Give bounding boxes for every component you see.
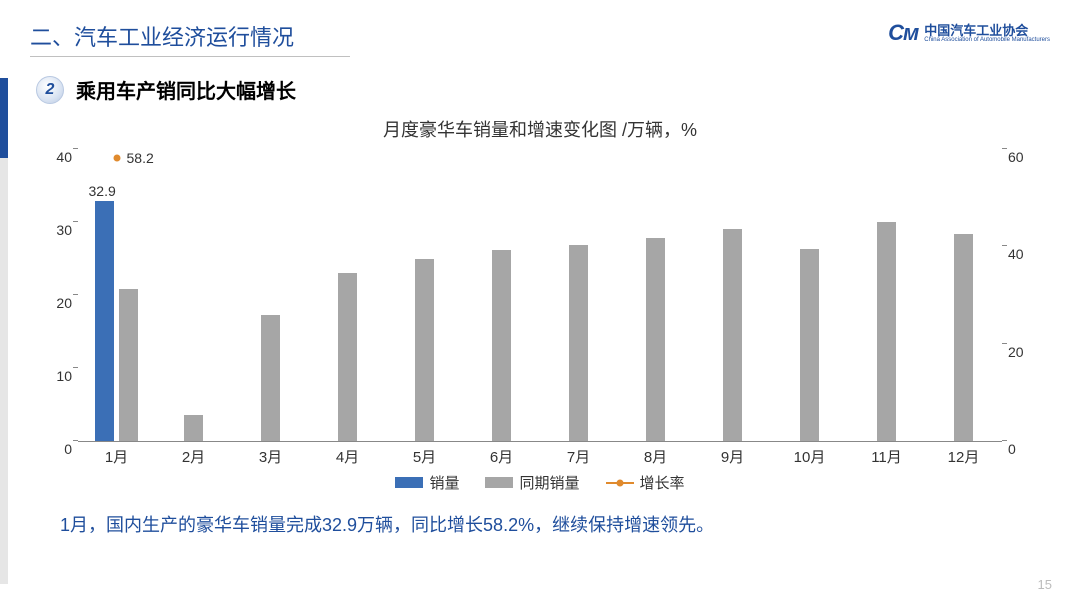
x-label: 1月: [78, 442, 155, 470]
x-label: 3月: [232, 442, 309, 470]
x-axis: 1月2月3月4月5月6月7月8月9月10月11月12月: [78, 442, 1002, 470]
x-label: 4月: [309, 442, 386, 470]
bar-prev: [954, 234, 973, 441]
sales-annotation: 32.9: [89, 183, 116, 199]
x-label: 8月: [617, 442, 694, 470]
logo-text-cn: 中国汽车工业协会: [924, 24, 1050, 37]
legend-sales-label: 销量: [429, 472, 459, 493]
bar-prev: [338, 273, 357, 441]
legend-sales: 销量: [395, 472, 459, 493]
bar-prev: [119, 289, 138, 441]
bar-prev: [261, 315, 280, 441]
x-label: 7月: [540, 442, 617, 470]
bullet-number: 2: [36, 76, 64, 104]
x-label: 11月: [848, 442, 925, 470]
legend-growth: 增长率: [606, 472, 685, 493]
growth-annotation: 58.2: [127, 150, 154, 166]
legend-prev-label: 同期销量: [519, 472, 579, 493]
bar-sales: [95, 201, 114, 441]
bar-prev: [723, 229, 742, 441]
section-title: 二、汽车工业经济运行情况: [30, 20, 350, 57]
bar-prev: [877, 222, 896, 441]
chart: 010203040 0204060 58.2 32.9 1月2月3月4月5月6月7…: [36, 150, 1044, 470]
page-number: 15: [1038, 577, 1052, 592]
growth-point: [113, 154, 120, 161]
chart-title: 月度豪华车销量和增速变化图 /万辆，%: [0, 116, 1080, 142]
x-label: 12月: [925, 442, 1002, 470]
bar-prev: [184, 415, 203, 441]
bar-prev: [646, 238, 665, 441]
x-label: 10月: [771, 442, 848, 470]
x-label: 2月: [155, 442, 232, 470]
plot-area: 58.2 32.9: [78, 150, 1002, 442]
bar-prev: [569, 245, 588, 441]
legend-prev: 同期销量: [485, 472, 579, 493]
logo-mark-icon: Cᴍ: [888, 20, 918, 46]
legend-growth-label: 增长率: [640, 472, 685, 493]
x-label: 5月: [386, 442, 463, 470]
sidebar-accent: [0, 78, 8, 584]
x-label: 9月: [694, 442, 771, 470]
bar-prev: [492, 250, 511, 441]
bar-prev: [415, 259, 434, 442]
subhead-text: 乘用车产销同比大幅增长: [76, 75, 296, 104]
footer-caption: 1月，国内生产的豪华车销量完成32.9万辆，同比增长58.2%，继续保持增速领先…: [0, 493, 1080, 537]
x-label: 6月: [463, 442, 540, 470]
bar-prev: [800, 249, 819, 441]
y-axis-left: 010203040: [36, 150, 78, 442]
legend: 销量 同期销量 增长率: [0, 472, 1080, 493]
logo: Cᴍ 中国汽车工业协会 China Association of Automob…: [888, 20, 1050, 46]
y-axis-right: 0204060: [1002, 150, 1044, 442]
logo-text-en: China Association of Automobile Manufact…: [924, 37, 1050, 43]
